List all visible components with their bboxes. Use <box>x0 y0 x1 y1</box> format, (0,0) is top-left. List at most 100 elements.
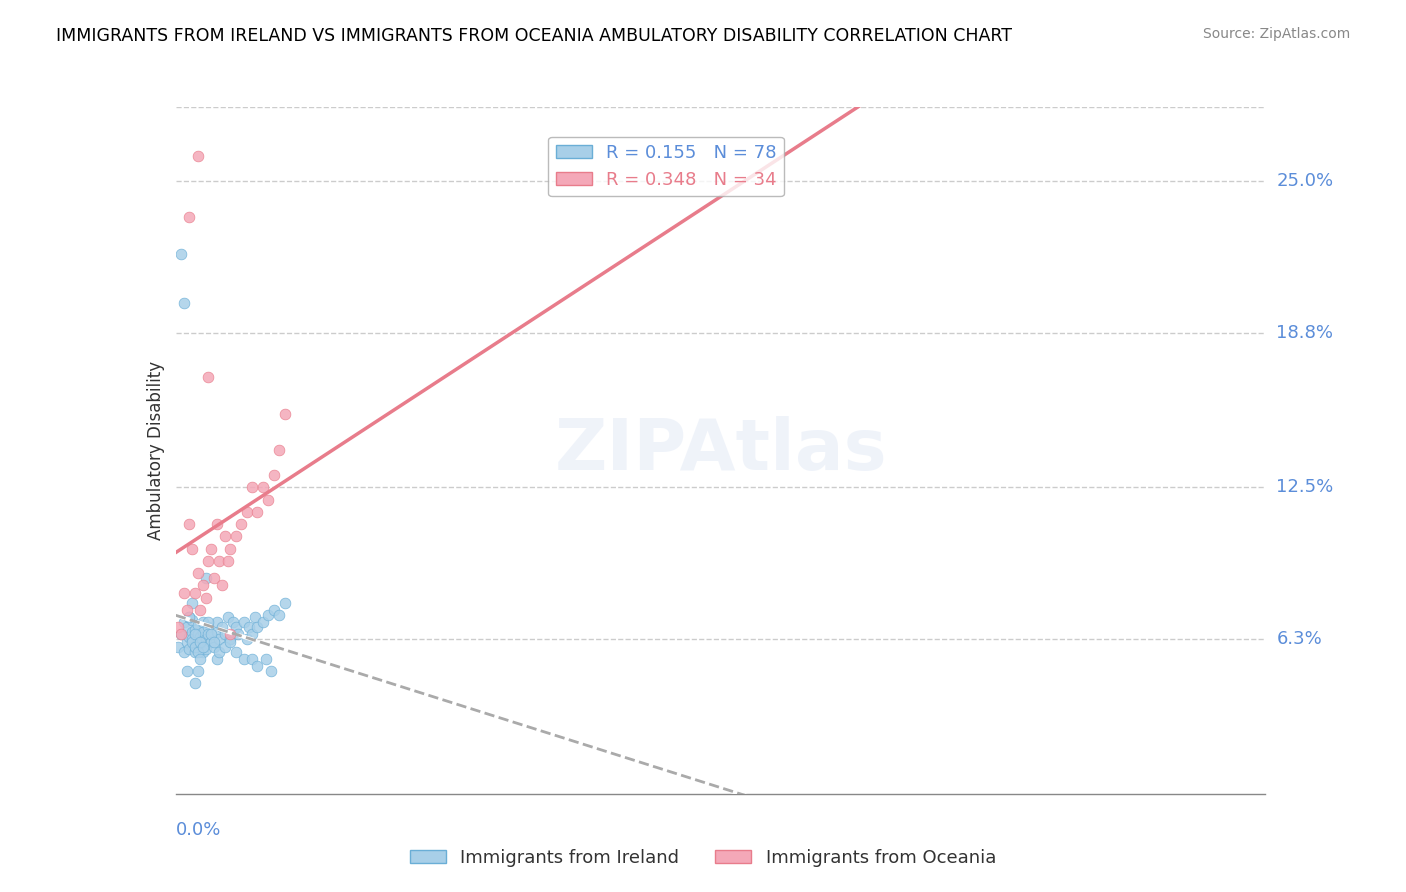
Point <box>205 652 228 666</box>
Text: 25.0%: 25.0% <box>1277 171 1333 190</box>
Point <box>197 627 219 641</box>
Point <box>186 149 209 163</box>
Point <box>188 637 211 651</box>
Point <box>186 627 209 641</box>
Point <box>191 624 214 639</box>
Point <box>188 652 211 666</box>
Point <box>181 596 204 610</box>
Point <box>179 642 201 657</box>
Point <box>167 640 190 654</box>
Point <box>219 627 242 641</box>
Point <box>186 566 209 581</box>
Point <box>214 529 236 543</box>
Point <box>208 632 231 647</box>
Point <box>170 247 193 261</box>
Point <box>238 620 260 634</box>
Legend: R = 0.155   N = 78, R = 0.348   N = 34: R = 0.155 N = 78, R = 0.348 N = 34 <box>548 136 785 196</box>
Point <box>170 627 193 641</box>
Point <box>170 627 193 641</box>
Point <box>274 407 297 421</box>
Point <box>200 627 222 641</box>
Point <box>188 635 211 649</box>
Text: ZIPAtlas: ZIPAtlas <box>554 416 887 485</box>
Point <box>202 635 225 649</box>
Point <box>246 620 269 634</box>
Point <box>173 585 195 599</box>
Point <box>222 615 245 630</box>
Point <box>176 620 198 634</box>
Text: 0.0%: 0.0% <box>176 822 221 839</box>
Point <box>240 627 263 641</box>
Point <box>197 615 219 630</box>
Point <box>200 541 222 556</box>
Point <box>191 640 214 654</box>
Text: 12.5%: 12.5% <box>1277 478 1333 496</box>
Point <box>246 659 269 673</box>
Point <box>269 607 291 622</box>
Point <box>184 640 207 654</box>
Point <box>232 652 254 666</box>
Point <box>197 620 219 634</box>
Point <box>181 613 204 627</box>
Point <box>188 630 211 644</box>
Point <box>225 620 247 634</box>
Text: 18.8%: 18.8% <box>1277 324 1333 342</box>
Point <box>235 632 257 647</box>
Point <box>260 664 283 679</box>
Point <box>173 296 195 310</box>
Point <box>179 630 201 644</box>
Point <box>231 517 253 532</box>
Point <box>184 627 207 641</box>
Point <box>252 480 274 494</box>
Point <box>205 615 228 630</box>
Point <box>191 644 214 658</box>
Point <box>263 603 285 617</box>
Point <box>205 517 228 532</box>
Point <box>211 578 233 592</box>
Point <box>219 635 242 649</box>
Point <box>217 610 239 624</box>
Text: Source: ZipAtlas.com: Source: ZipAtlas.com <box>1202 27 1350 41</box>
Point <box>181 632 204 647</box>
Point <box>167 620 190 634</box>
Point <box>194 571 217 585</box>
Point <box>179 610 201 624</box>
Point <box>235 505 257 519</box>
Point <box>225 529 247 543</box>
Point <box>232 615 254 630</box>
Point <box>205 624 228 639</box>
Point <box>173 615 195 630</box>
Point <box>257 492 280 507</box>
Point <box>173 644 195 658</box>
Point <box>184 676 207 690</box>
Point <box>186 644 209 658</box>
Y-axis label: Ambulatory Disability: Ambulatory Disability <box>146 361 165 540</box>
Point <box>194 591 217 605</box>
Point <box>208 644 231 658</box>
Point <box>186 664 209 679</box>
Point <box>179 517 201 532</box>
Point <box>176 664 198 679</box>
Point <box>188 603 211 617</box>
Point <box>200 635 222 649</box>
Point <box>179 610 201 624</box>
Point <box>211 620 233 634</box>
Point <box>176 603 198 617</box>
Point <box>208 554 231 568</box>
Point <box>274 596 297 610</box>
Point <box>191 578 214 592</box>
Point <box>184 585 207 599</box>
Point <box>202 640 225 654</box>
Point <box>214 627 236 641</box>
Point <box>184 640 207 654</box>
Text: IMMIGRANTS FROM IRELAND VS IMMIGRANTS FROM OCEANIA AMBULATORY DISABILITY CORRELA: IMMIGRANTS FROM IRELAND VS IMMIGRANTS FR… <box>56 27 1012 45</box>
Point <box>179 211 201 225</box>
Point <box>263 467 285 482</box>
Point <box>228 627 250 641</box>
Point <box>186 617 209 632</box>
Point <box>184 644 207 658</box>
Point <box>176 635 198 649</box>
Text: 6.3%: 6.3% <box>1277 631 1322 648</box>
Point <box>186 635 209 649</box>
Point <box>240 480 263 494</box>
